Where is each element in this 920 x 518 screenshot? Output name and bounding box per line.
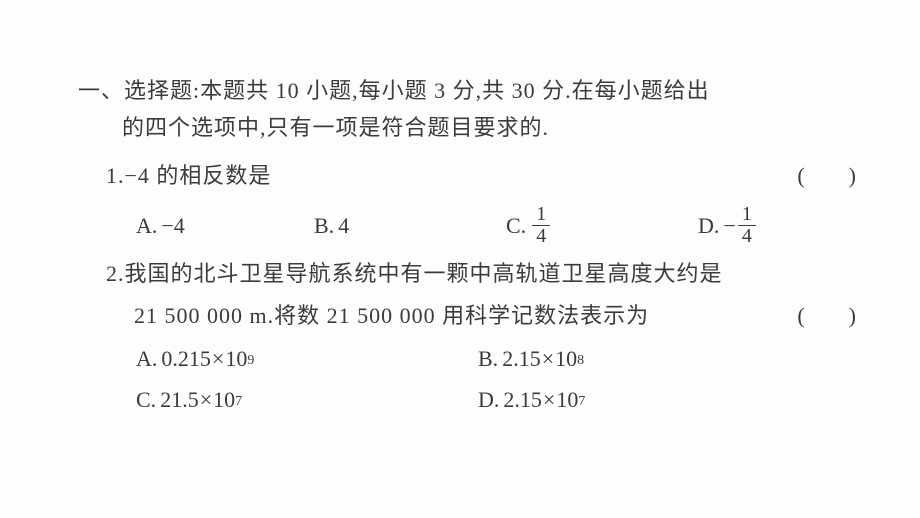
q2-choice-row-2: C. 21.5×107 D. 2.15×107 [136,381,856,418]
q2-line1-text: 我国的北斗卫星导航系统中有一颗中高轨道卫星高度大约是 [125,261,723,286]
q1-choice-A: A. −4 [136,207,314,244]
choice-prefix: − [723,207,735,244]
q1-choice-B: B. 4 [314,207,506,244]
q1-paren: ( ) [797,157,856,194]
q1-choice-D: D. − 1 4 [698,204,848,247]
q1-stem: 1.−4 的相反数是 [106,157,271,194]
choice-text: −4 [161,207,184,244]
q2-choices: A. 0.215×109 B. 2.15×108 C. 21.5×107 D. … [106,340,856,419]
mantissa: 0.215 [161,340,211,377]
frac-den: 4 [738,225,756,247]
section-header-line1: 一、选择题:本题共 10 小题,每小题 3 分,共 30 分.在每小题给出 [78,72,856,109]
mantissa: 2.15 [503,381,542,418]
choice-label: C. [506,207,526,244]
q2-choice-B: B. 2.15×108 [478,340,584,377]
q1-stem-text: −4 的相反数是 [125,163,272,188]
times-symbol: × [200,381,212,418]
exponent: 9 [247,349,254,373]
fraction: 1 4 [738,204,756,247]
choice-label: C. [136,381,156,418]
q2-line1-row: 2.我国的北斗卫星导航系统中有一颗中高轨道卫星高度大约是 [106,255,856,292]
q1-choice-C: C. 1 4 [506,204,698,247]
choice-text: 4 [338,207,349,244]
exponent: 7 [578,390,585,414]
mantissa: 2.15 [502,340,541,377]
q2-line2-text: 21 500 000 m.将数 21 500 000 用科学记数法表示为 [134,303,649,328]
frac-num: 1 [532,204,550,225]
exponent: 7 [235,390,242,414]
frac-num: 1 [738,204,756,225]
q2-number: 2. [106,261,125,286]
choice-label: B. [314,207,334,244]
q2-choice-C: C. 21.5×107 [136,381,478,418]
section-header: 一、选择题:本题共 10 小题,每小题 3 分,共 30 分.在每小题给出 的四… [78,72,856,147]
q1-choices: A. −4 B. 4 C. 1 4 D. − 1 4 [106,204,856,247]
q2-paren: ( ) [797,297,856,334]
section-header-line2: 的四个选项中,只有一项是符合题目要求的. [78,109,856,146]
q2-line2: 21 500 000 m.将数 21 500 000 用科学记数法表示为 [134,297,649,334]
q2-choice-row-1: A. 0.215×109 B. 2.15×108 [136,340,856,377]
q2-choice-A: A. 0.215×109 [136,340,478,377]
fraction: 1 4 [532,204,550,247]
choice-label: D. [698,207,719,244]
q2-line2-row: 21 500 000 m.将数 21 500 000 用科学记数法表示为 ( ) [106,297,856,334]
q2-choice-D: D. 2.15×107 [478,381,585,418]
q1-number: 1. [106,163,125,188]
times-symbol: × [542,340,554,377]
choice-label: D. [478,381,499,418]
question-2: 2.我国的北斗卫星导航系统中有一颗中高轨道卫星高度大约是 21 500 000 … [106,255,856,419]
times-symbol: × [543,381,555,418]
frac-den: 4 [532,225,550,247]
choice-label: A. [136,340,157,377]
mantissa: 21.5 [160,381,199,418]
q1-stem-row: 1.−4 的相反数是 ( ) [106,157,856,194]
choice-label: B. [478,340,498,377]
exponent: 8 [577,349,584,373]
choice-label: A. [136,207,157,244]
question-1: 1.−4 的相反数是 ( ) A. −4 B. 4 C. 1 4 D. − 1 … [106,157,856,247]
q2-line1: 2.我国的北斗卫星导航系统中有一颗中高轨道卫星高度大约是 [106,261,723,286]
times-symbol: × [212,340,224,377]
